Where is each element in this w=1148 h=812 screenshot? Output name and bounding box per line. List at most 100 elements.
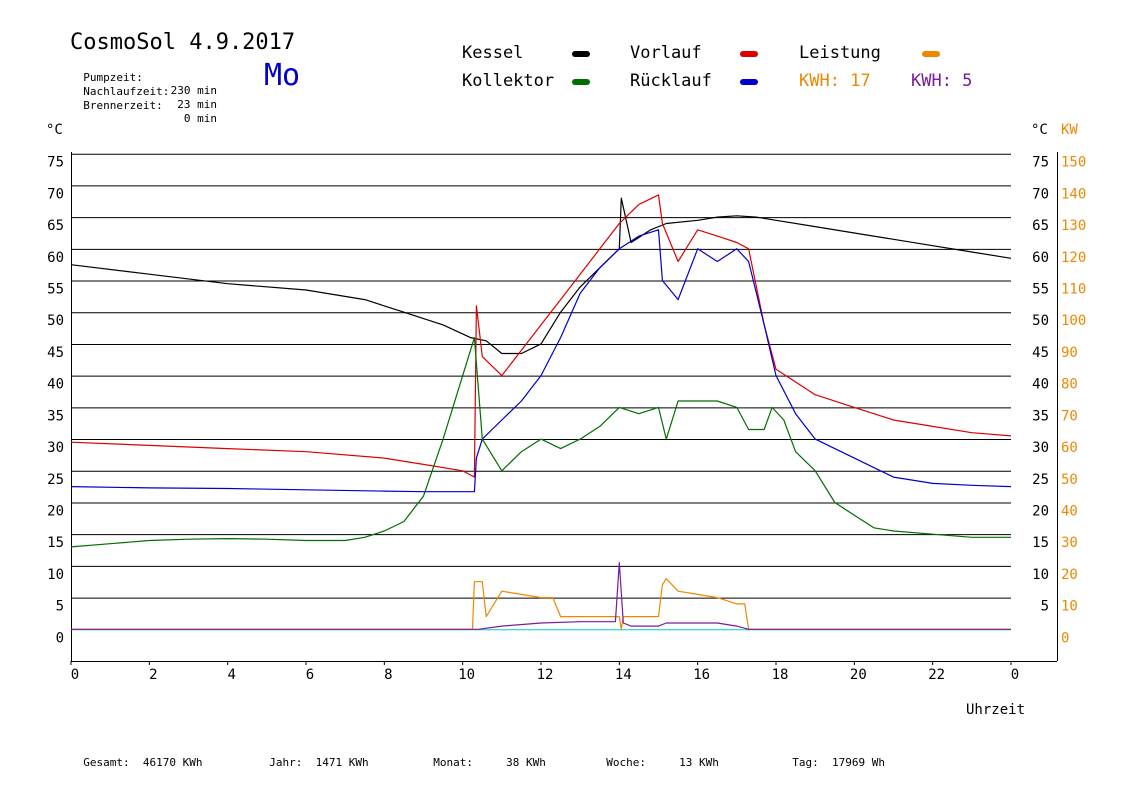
legend-kollektor-swatch (572, 79, 590, 85)
footer-woche: Woche: 13 KWh (593, 743, 719, 769)
y-tick-label-left: 20 (47, 503, 64, 519)
y-tick-label-kw: 60 (1061, 440, 1078, 456)
y-tick-label-kw: 140 (1061, 186, 1086, 202)
y-tick-label-left: 70 (47, 186, 64, 202)
x-tick-label: 14 (615, 667, 632, 683)
y-tick-label-left: 10 (47, 567, 64, 583)
x-tick-label: 10 (458, 667, 475, 683)
footer-label: Gesamt: (83, 756, 130, 769)
y-tick-label-kw: 90 (1061, 345, 1078, 361)
legend-kessel-label: Kessel (462, 43, 524, 63)
y-axis-unit-left: °C (46, 122, 63, 138)
footer-gesamt: Gesamt: 46170 KWh (70, 743, 202, 769)
info-value: 23 min (177, 98, 217, 111)
x-tick-label: 22 (928, 667, 945, 683)
info-label: Nachlaufzeit: (83, 85, 170, 98)
y-tick-label-right: 10 (1032, 567, 1049, 583)
y-tick-label-left: 45 (47, 345, 64, 361)
y-tick-label-kw: 20 (1061, 567, 1078, 583)
x-tick-label: 0 (71, 667, 79, 683)
legend-vorlauf-label: Vorlauf (630, 43, 702, 63)
y-tick-label-left: 60 (47, 250, 64, 266)
info-brennerzeit: Brennerzeit: 0 min (70, 86, 217, 125)
footer-monat: Monat: 38 KWh (420, 743, 546, 769)
footer-jahr: Jahr: 1471 KWh (256, 743, 369, 769)
y-tick-label-kw: 110 (1061, 282, 1086, 298)
y-tick-label-kw: 70 (1061, 408, 1078, 424)
y-tick-label-kw: 10 (1061, 599, 1078, 615)
series-line-1 (70, 194, 1012, 478)
x-tick-label: 0 (1011, 667, 1019, 683)
y-tick-label-left: 65 (47, 218, 64, 234)
y-tick-label-left: 0 (56, 630, 64, 646)
x-axis-label: Uhrzeit (966, 702, 1025, 718)
y-tick-label-right: 45 (1032, 345, 1049, 361)
legend-kwh-leistung: KWH: 17 (799, 71, 871, 91)
x-tick-label: 16 (693, 667, 710, 683)
y-tick-label-left: 25 (47, 472, 64, 488)
y-tick-label-right: 35 (1032, 408, 1049, 424)
y-tick-label-left: 15 (47, 535, 64, 551)
chart-series (70, 194, 1012, 630)
y-tick-label-kw: 120 (1061, 250, 1086, 266)
info-nachlaufzeit: Nachlaufzeit: 23 min (70, 72, 217, 111)
y-tick-label-right: 50 (1032, 313, 1049, 329)
x-tick-label: 18 (772, 667, 789, 683)
y-tick-label-right: 75 (1032, 155, 1049, 171)
x-tick-label: 2 (149, 667, 157, 683)
y-axis-unit-right: °C (1031, 122, 1048, 138)
y-tick-label-right: 55 (1032, 282, 1049, 298)
series-line-0 (70, 197, 1012, 355)
y-tick-label-right: 70 (1032, 186, 1049, 202)
y-tick-label-kw: 0 (1061, 630, 1069, 646)
y-tick-label-kw: 100 (1061, 313, 1086, 329)
y-tick-label-kw: 50 (1061, 472, 1078, 488)
y-tick-label-right: 65 (1032, 218, 1049, 234)
x-tick-label: 8 (384, 667, 392, 683)
weekday-label: Mo (264, 58, 301, 93)
y-tick-label-left: 30 (47, 440, 64, 456)
legend-ruecklauf-label: Rücklauf (630, 71, 712, 91)
y-tick-label-kw: 150 (1061, 155, 1086, 171)
x-tick-label: 4 (227, 667, 235, 683)
info-pumpzeit: Pumpzeit: 230 min (70, 58, 217, 97)
y-tick-label-left: 75 (47, 155, 64, 171)
x-tick-label: 12 (537, 667, 554, 683)
y-tick-label-left: 40 (47, 377, 64, 393)
legend-leistung-label: Leistung (799, 43, 881, 63)
footer-label: Tag: (792, 756, 819, 769)
series-line-2 (70, 229, 1012, 493)
y-tick-label-left: 5 (56, 599, 64, 615)
info-value: 0 min (183, 112, 217, 125)
y-tick-label-left: 50 (47, 313, 64, 329)
footer-tag: Tag: 17969 Wh (779, 743, 885, 769)
legend-kessel-swatch (572, 51, 590, 57)
y-tick-label-left: 55 (47, 282, 64, 298)
y-tick-label-right: 60 (1032, 250, 1049, 266)
series-line-5 (71, 562, 1011, 630)
footer-label: Monat: (433, 756, 473, 769)
chart-ticks: 0510152025303540455055606570755101520253… (47, 155, 1086, 683)
info-label: Brennerzeit: (83, 99, 163, 112)
y-tick-label-left: 35 (47, 408, 64, 424)
y-tick-label-kw: 130 (1061, 218, 1086, 234)
y-axis-unit-kw: KW (1061, 122, 1078, 138)
y-tick-label-right: 25 (1032, 472, 1049, 488)
info-value: 230 min (170, 84, 217, 97)
y-tick-label-right: 40 (1032, 377, 1049, 393)
footer-label: Jahr: (269, 756, 303, 769)
y-tick-label-right: 15 (1032, 535, 1049, 551)
legend-kwh-purple: KWH: 5 (911, 71, 973, 91)
series-line-3 (70, 337, 1011, 548)
footer-value: 1471 KWh (315, 756, 369, 769)
chart-grid (71, 153, 1011, 631)
x-tick-label: 6 (306, 667, 314, 683)
footer-value: 46170 KWh (142, 756, 203, 769)
x-tick-label: 20 (850, 667, 867, 683)
footer-value: 13 KWh (679, 756, 719, 769)
chart-title: CosmoSol 4.9.2017 (70, 30, 296, 55)
footer-label: Woche: (606, 756, 646, 769)
legend-vorlauf-swatch (740, 51, 758, 57)
legend-ruecklauf-swatch (740, 79, 758, 85)
